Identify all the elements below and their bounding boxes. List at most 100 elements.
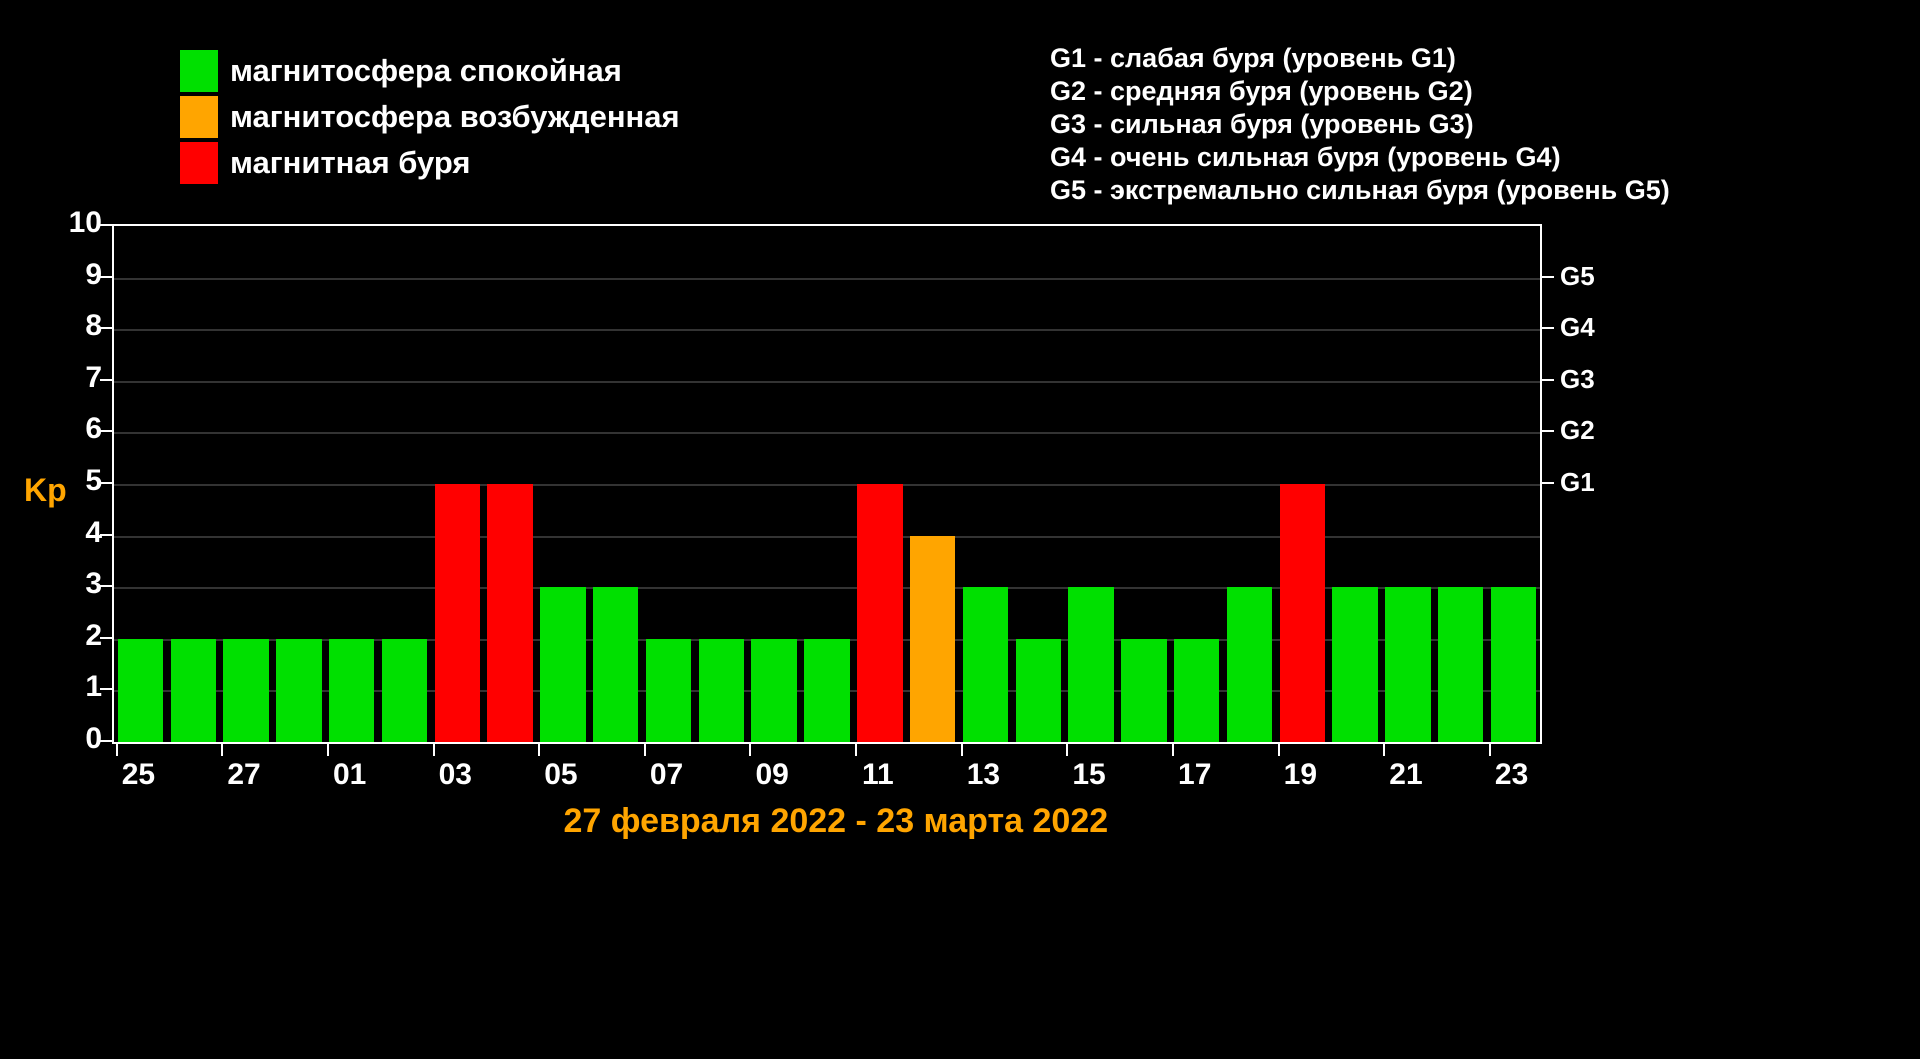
bar [751,639,796,742]
x-tick-label: 11 [853,758,903,792]
x-tick-label: 05 [536,758,586,792]
gridline [114,536,1540,538]
x-tick-mark [221,744,223,756]
legend-swatch-storm [180,142,218,184]
y-tick-label: 2 [62,619,102,653]
x-axis-title: 27 февраля 2022 - 23 марта 2022 [564,802,1109,841]
bar [1385,587,1430,742]
bar [276,639,321,742]
legend-right-g3: G3 - сильная буря (уровень G3) [1050,108,1670,141]
bar [1068,587,1113,742]
y-tick-mark [100,740,112,742]
legend-swatch-calm [180,50,218,92]
right-tick-mark [1542,327,1554,329]
y-tick-label: 9 [62,258,102,292]
right-tick-label: G5 [1560,261,1595,292]
bar [118,639,163,742]
legend-swatch-disturbed [180,96,218,138]
y-tick-label: 4 [62,516,102,550]
x-tick-label: 01 [325,758,375,792]
gridline [114,484,1540,486]
x-tick-mark [644,744,646,756]
legend-right-g2: G2 - средняя буря (уровень G2) [1050,75,1670,108]
bar [857,484,902,742]
y-tick-mark [100,276,112,278]
bar [171,639,216,742]
bar [487,484,532,742]
bar [1174,639,1219,742]
bar [593,587,638,742]
bar [1280,484,1325,742]
legend-item-calm: магнитосфера спокойная [180,50,680,92]
legend-label-storm: магнитная буря [230,145,471,181]
x-tick-mark [1489,744,1491,756]
x-tick-label: 09 [747,758,797,792]
y-tick-label: 10 [62,206,102,240]
y-tick-mark [100,327,112,329]
chart-plot-area [112,224,1542,744]
x-tick-label: 19 [1275,758,1325,792]
y-tick-label: 8 [62,309,102,343]
bar [1227,587,1272,742]
gridline [114,329,1540,331]
x-tick-label: 23 [1487,758,1537,792]
x-tick-mark [1172,744,1174,756]
gridline [114,381,1540,383]
x-tick-label: 13 [958,758,1008,792]
y-tick-label: 7 [62,361,102,395]
y-tick-label: 5 [62,464,102,498]
y-tick-mark [100,482,112,484]
legend-label-disturbed: магнитосфера возбужденная [230,99,680,135]
y-tick-mark [100,534,112,536]
y-axis-label: Kp [24,472,67,509]
y-tick-label: 0 [62,722,102,756]
legend-item-storm: магнитная буря [180,142,680,184]
bar [1121,639,1166,742]
bar [382,639,427,742]
gridline [114,278,1540,280]
y-tick-label: 6 [62,412,102,446]
right-tick-label: G2 [1560,415,1595,446]
x-tick-mark [327,744,329,756]
right-tick-label: G3 [1560,364,1595,395]
x-tick-label: 25 [113,758,163,792]
x-tick-mark [538,744,540,756]
x-tick-mark [961,744,963,756]
legend-label-calm: магнитосфера спокойная [230,53,622,89]
bar [699,639,744,742]
y-tick-mark [100,224,112,226]
bar [910,536,955,742]
bar [1332,587,1377,742]
gridline [114,432,1540,434]
legend-right-g4: G4 - очень сильная буря (уровень G4) [1050,141,1670,174]
legend-right: G1 - слабая буря (уровень G1) G2 - средн… [1050,42,1670,207]
x-tick-label: 03 [430,758,480,792]
bar [1491,587,1536,742]
right-tick-mark [1542,379,1554,381]
x-tick-label: 15 [1064,758,1114,792]
bar [1016,639,1061,742]
x-tick-label: 27 [219,758,269,792]
gridline [114,587,1540,589]
right-tick-label: G4 [1560,312,1595,343]
bar [329,639,374,742]
legend-right-g1: G1 - слабая буря (уровень G1) [1050,42,1670,75]
bar [435,484,480,742]
x-tick-mark [855,744,857,756]
x-tick-mark [433,744,435,756]
bar [804,639,849,742]
bar [540,587,585,742]
x-tick-mark [116,744,118,756]
legend-right-g5: G5 - экстремально сильная буря (уровень … [1050,174,1670,207]
right-tick-label: G1 [1560,467,1595,498]
x-tick-mark [1278,744,1280,756]
y-tick-mark [100,379,112,381]
right-tick-mark [1542,276,1554,278]
bar [1438,587,1483,742]
x-tick-mark [1066,744,1068,756]
right-tick-mark [1542,430,1554,432]
legend-item-disturbed: магнитосфера возбужденная [180,96,680,138]
x-tick-mark [1383,744,1385,756]
x-tick-mark [749,744,751,756]
legend-left: магнитосфера спокойная магнитосфера возб… [180,50,680,188]
